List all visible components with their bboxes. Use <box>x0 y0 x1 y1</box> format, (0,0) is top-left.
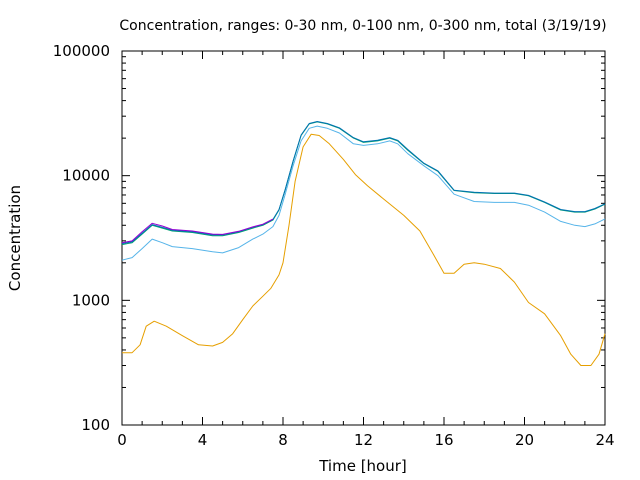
x-tick-label: 12 <box>354 431 373 449</box>
plot-frame <box>121 50 606 426</box>
x-tick-label: 24 <box>595 431 614 449</box>
y-tick-label: 10000 <box>62 167 110 185</box>
axis-ticks: 0 4 8 12 16 20 24 100 1000 10000 100000 <box>53 42 615 449</box>
y-tick-label: 100000 <box>53 42 110 60</box>
plot-lines <box>121 121 606 366</box>
series-line-1 <box>122 133 606 366</box>
x-tick-label: 8 <box>278 431 288 449</box>
series-line-4 <box>121 121 606 245</box>
y-tick-label: 1000 <box>72 291 110 309</box>
x-tick-label: 16 <box>434 431 453 449</box>
x-tick-label: 20 <box>515 431 534 449</box>
x-axis-label: Time [hour] <box>318 457 407 475</box>
series-line-3 <box>121 121 606 246</box>
x-tick-label: 0 <box>117 431 127 449</box>
y-tick-label: 100 <box>81 416 110 434</box>
chart-title: Concentration, ranges: 0-30 nm, 0-100 nm… <box>119 18 606 34</box>
x-tick-label: 4 <box>198 431 208 449</box>
y-axis-label: Concentration <box>6 185 24 291</box>
series-line-5 <box>121 218 274 244</box>
series-line-2 <box>121 125 606 261</box>
